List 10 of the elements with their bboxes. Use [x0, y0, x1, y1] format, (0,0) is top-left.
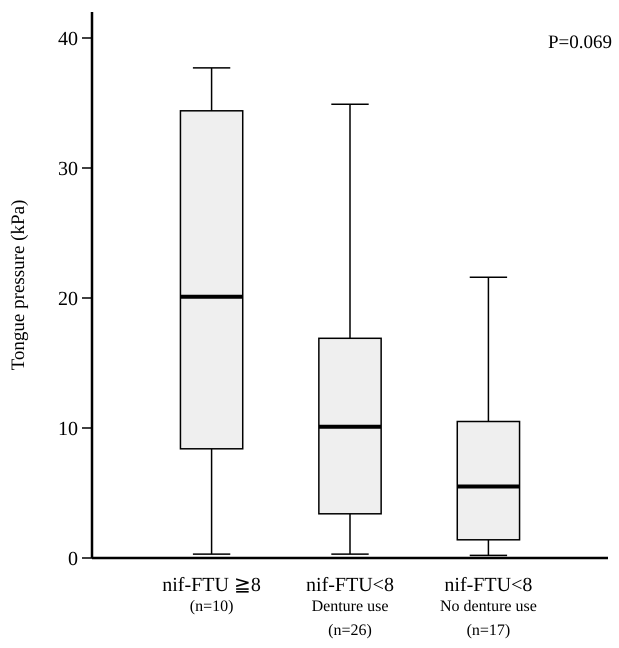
y-tick-label: 20 — [58, 288, 78, 310]
x-tick-label: nif-FTU<8 Denture use (n=26) — [306, 574, 394, 639]
x-tick-label: nif-FTU<8 No denture use (n=17) — [440, 574, 537, 639]
y-tick-label: 30 — [58, 158, 78, 180]
annotation: P=0.069 — [548, 32, 612, 53]
x-tick-label: nif-FTU ≧8 (n=10) — [162, 574, 261, 615]
y-axis-title: Tongue pressure (kPa) — [8, 200, 29, 370]
y-tick-label: 40 — [58, 28, 78, 50]
y-tick-label: 10 — [58, 418, 78, 440]
y-tick-label: 0 — [68, 548, 78, 570]
